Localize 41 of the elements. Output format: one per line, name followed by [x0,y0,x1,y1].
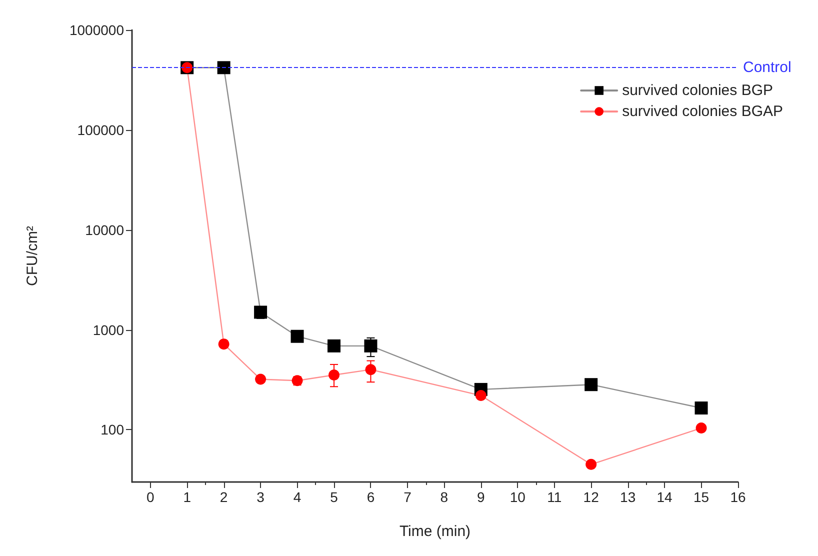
point [255,374,266,385]
x-tick-label: 13 [620,489,636,505]
point [328,370,340,380]
point [586,458,597,470]
x-tick-label: 3 [256,489,265,505]
x-tick-label: 6 [366,489,375,505]
point [364,339,378,352]
x-tick-label: 12 [583,489,600,505]
x-tick-label: 5 [330,489,338,505]
y-tick-label: 1000 [92,322,124,338]
legend-label: survived colonies BGAP [622,103,783,120]
x-tick-label: 7 [404,489,412,505]
point [217,61,230,74]
x-tick-label: 10 [510,489,526,505]
point [475,390,486,402]
x-tick-label: 11 [547,489,562,505]
point [694,402,708,415]
x-tick-label: 16 [730,489,746,505]
y-tick-label: 1000000 [69,22,124,38]
point [584,378,598,392]
x-tick-label: 9 [477,489,486,505]
x-tick-label: 15 [693,489,710,505]
x-tick-label: 2 [220,489,228,505]
point [218,338,230,350]
x-tick-label: 0 [146,489,154,505]
x-tick-label: 1 [183,489,192,505]
point [328,339,340,352]
point [254,306,268,319]
ref-line-label: Control [743,59,792,76]
x-axis-title: Time (min) [399,523,471,540]
point [365,364,376,376]
x-tick-label: 14 [656,489,673,505]
y-axis-title: CFU/cm² [24,226,41,286]
point [696,422,707,434]
y-tick-label: 10000 [85,222,124,238]
x-tick-label: 4 [293,489,302,505]
y-tick-label: 100000 [77,122,124,138]
point [290,330,304,343]
y-tick-label: 100 [100,422,124,438]
legend-label: survived colonies BGP [622,82,773,99]
x-tick-label: 8 [440,489,448,505]
